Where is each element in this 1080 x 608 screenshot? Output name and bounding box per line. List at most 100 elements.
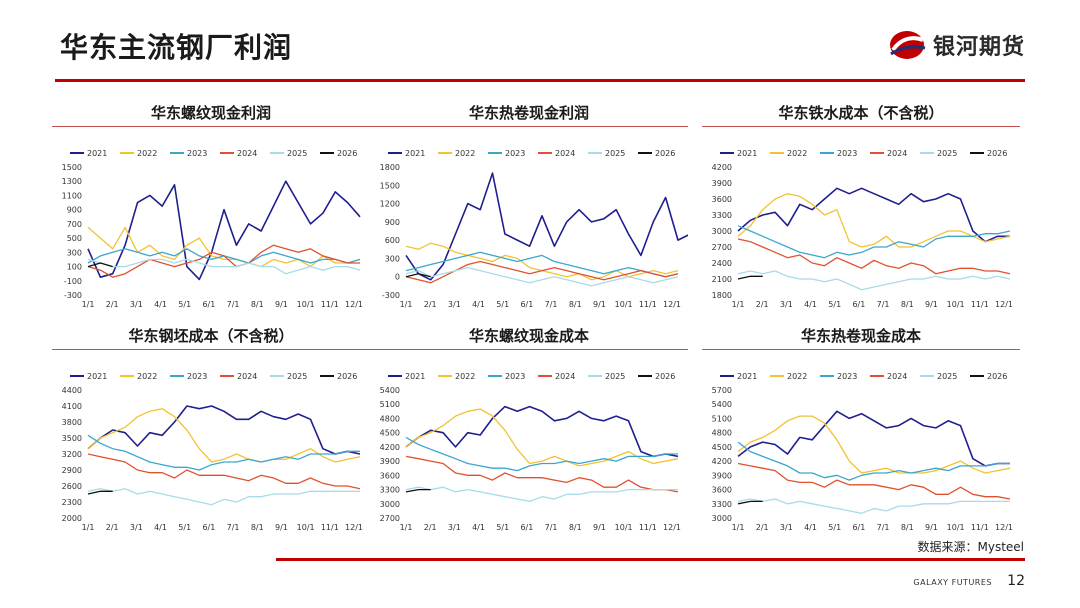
y-tick-label: 4800 xyxy=(712,429,732,438)
x-tick-label: 10/1 xyxy=(297,523,315,532)
x-tick-label: 12/1 xyxy=(663,523,681,532)
series-line-2023 xyxy=(737,441,1010,481)
series-line-2026 xyxy=(87,262,113,268)
x-tick-label: 3/1 xyxy=(130,300,143,309)
y-tick-label: -300 xyxy=(64,291,82,300)
x-tick-label: 11/1 xyxy=(639,300,657,309)
page-number: 12 xyxy=(1007,573,1025,589)
x-tick-label: 12/1 xyxy=(345,523,363,532)
y-tick-label: -100 xyxy=(64,277,82,286)
series-line-2026 xyxy=(87,490,113,495)
series-line-2023 xyxy=(87,434,360,471)
x-tick-label: 2/1 xyxy=(756,523,769,532)
y-tick-label: 900 xyxy=(385,218,400,227)
y-tick-label: 4200 xyxy=(712,163,732,172)
x-tick-label: 1/1 xyxy=(82,300,95,309)
x-tick-label: 6/1 xyxy=(202,300,215,309)
x-tick-label: 6/1 xyxy=(202,523,215,532)
y-tick-label: 600 xyxy=(385,236,400,245)
y-tick-label: 1200 xyxy=(380,200,400,209)
x-tick-label: 5/1 xyxy=(828,523,841,532)
chart-title: 华东热卷现金成本 xyxy=(702,323,1020,350)
series-line-2021 xyxy=(87,405,361,455)
x-tick-label: 8/1 xyxy=(251,523,264,532)
legend-label-2024: 2024 xyxy=(555,372,575,381)
y-tick-label: 300 xyxy=(67,248,82,257)
series-line-2024 xyxy=(737,462,1011,500)
series-line-2026 xyxy=(737,275,763,280)
chart-title: 华东热卷现金利润 xyxy=(370,100,688,127)
series-line-2026 xyxy=(405,488,431,493)
legend-label-2022: 2022 xyxy=(455,372,475,381)
y-tick-label: 1100 xyxy=(62,191,82,200)
footer-rule xyxy=(276,558,1025,561)
series-line-2024 xyxy=(87,244,360,278)
legend-label-2021: 2021 xyxy=(405,149,425,158)
legend-label-2025: 2025 xyxy=(937,149,957,158)
y-tick-label: 4500 xyxy=(712,443,732,452)
series-line-2022 xyxy=(405,408,679,467)
y-tick-label: 2600 xyxy=(62,482,82,491)
legend-label-2022: 2022 xyxy=(455,149,475,158)
legend-label-2022: 2022 xyxy=(787,372,807,381)
legend-label-2023: 2023 xyxy=(187,149,207,158)
rebar-cash-profit-chart: 2021 2022 2023 2024 2025 2026 1500 1300 1100 900 7… xyxy=(62,149,363,309)
y-tick-label: 5100 xyxy=(380,400,400,409)
x-tick-label: 2/1 xyxy=(106,300,119,309)
footer-brand: GALAXY FUTURES xyxy=(913,578,992,587)
x-tick-label: 4/1 xyxy=(154,523,167,532)
series-line-2024 xyxy=(87,453,361,490)
x-tick-label: 6/1 xyxy=(852,300,865,309)
series-line-2021 xyxy=(737,187,1010,243)
x-tick-label: 10/1 xyxy=(615,523,633,532)
series-line-2025 xyxy=(405,486,678,503)
legend-label-2026: 2026 xyxy=(655,149,675,158)
series-line-2023 xyxy=(405,436,678,472)
y-tick-label: 300 xyxy=(385,254,400,263)
y-tick-label: 2000 xyxy=(62,514,82,523)
x-tick-label: 10/1 xyxy=(297,300,315,309)
legend-label-2024: 2024 xyxy=(555,149,575,158)
x-tick-label: 6/1 xyxy=(520,300,533,309)
y-tick-label: 2400 xyxy=(712,259,732,268)
series-line-2022 xyxy=(737,193,1011,248)
x-tick-label: 5/1 xyxy=(178,523,191,532)
y-tick-label: 100 xyxy=(67,263,82,272)
legend-label-2021: 2021 xyxy=(405,372,425,381)
y-tick-label: 3200 xyxy=(62,450,82,459)
series-line-2025 xyxy=(405,266,679,287)
legend-label-2026: 2026 xyxy=(987,149,1007,158)
y-tick-label: 3000 xyxy=(712,514,732,523)
y-tick-label: 5400 xyxy=(712,400,732,409)
y-tick-label: 4400 xyxy=(62,386,82,395)
y-tick-label: 5700 xyxy=(712,386,732,395)
y-tick-label: 5100 xyxy=(712,414,732,423)
chart-title: 华东铁水成本（不含税） xyxy=(702,100,1020,127)
y-tick-label: 3000 xyxy=(380,500,400,509)
legend-label-2025: 2025 xyxy=(287,372,307,381)
legend-label-2026: 2026 xyxy=(337,149,357,158)
legend-label-2024: 2024 xyxy=(887,149,907,158)
series-line-2024 xyxy=(737,238,1011,275)
x-tick-label: 1/1 xyxy=(732,523,745,532)
x-tick-label: 9/1 xyxy=(925,523,938,532)
x-tick-label: 5/1 xyxy=(178,300,191,309)
series-line-2021 xyxy=(405,405,679,458)
y-tick-label: 1500 xyxy=(62,163,82,172)
x-tick-label: 4/1 xyxy=(804,523,817,532)
series-line-2022 xyxy=(87,408,361,463)
series-line-2024 xyxy=(405,260,679,284)
chart-title: 华东螺纹现金利润 xyxy=(52,100,370,127)
legend-label-2025: 2025 xyxy=(287,149,307,158)
x-tick-label: 10/1 xyxy=(615,300,633,309)
x-tick-label: 3/1 xyxy=(780,300,793,309)
chart-panel-5: 华东螺纹现金成本 2021 2022 2023 2024 2025 2026 5400 510… xyxy=(370,323,688,533)
billet-cost-chart: 2021 2022 2023 2024 2025 2026 4400 4100 3800 3500… xyxy=(62,372,363,532)
legend-label-2021: 2021 xyxy=(737,149,757,158)
x-tick-label: 8/1 xyxy=(901,523,914,532)
y-tick-label: 1500 xyxy=(380,181,400,190)
series-line-2022 xyxy=(737,415,1011,474)
series-line-2021 xyxy=(87,180,361,281)
series-line-2025 xyxy=(87,488,360,506)
x-tick-label: 9/1 xyxy=(593,300,606,309)
